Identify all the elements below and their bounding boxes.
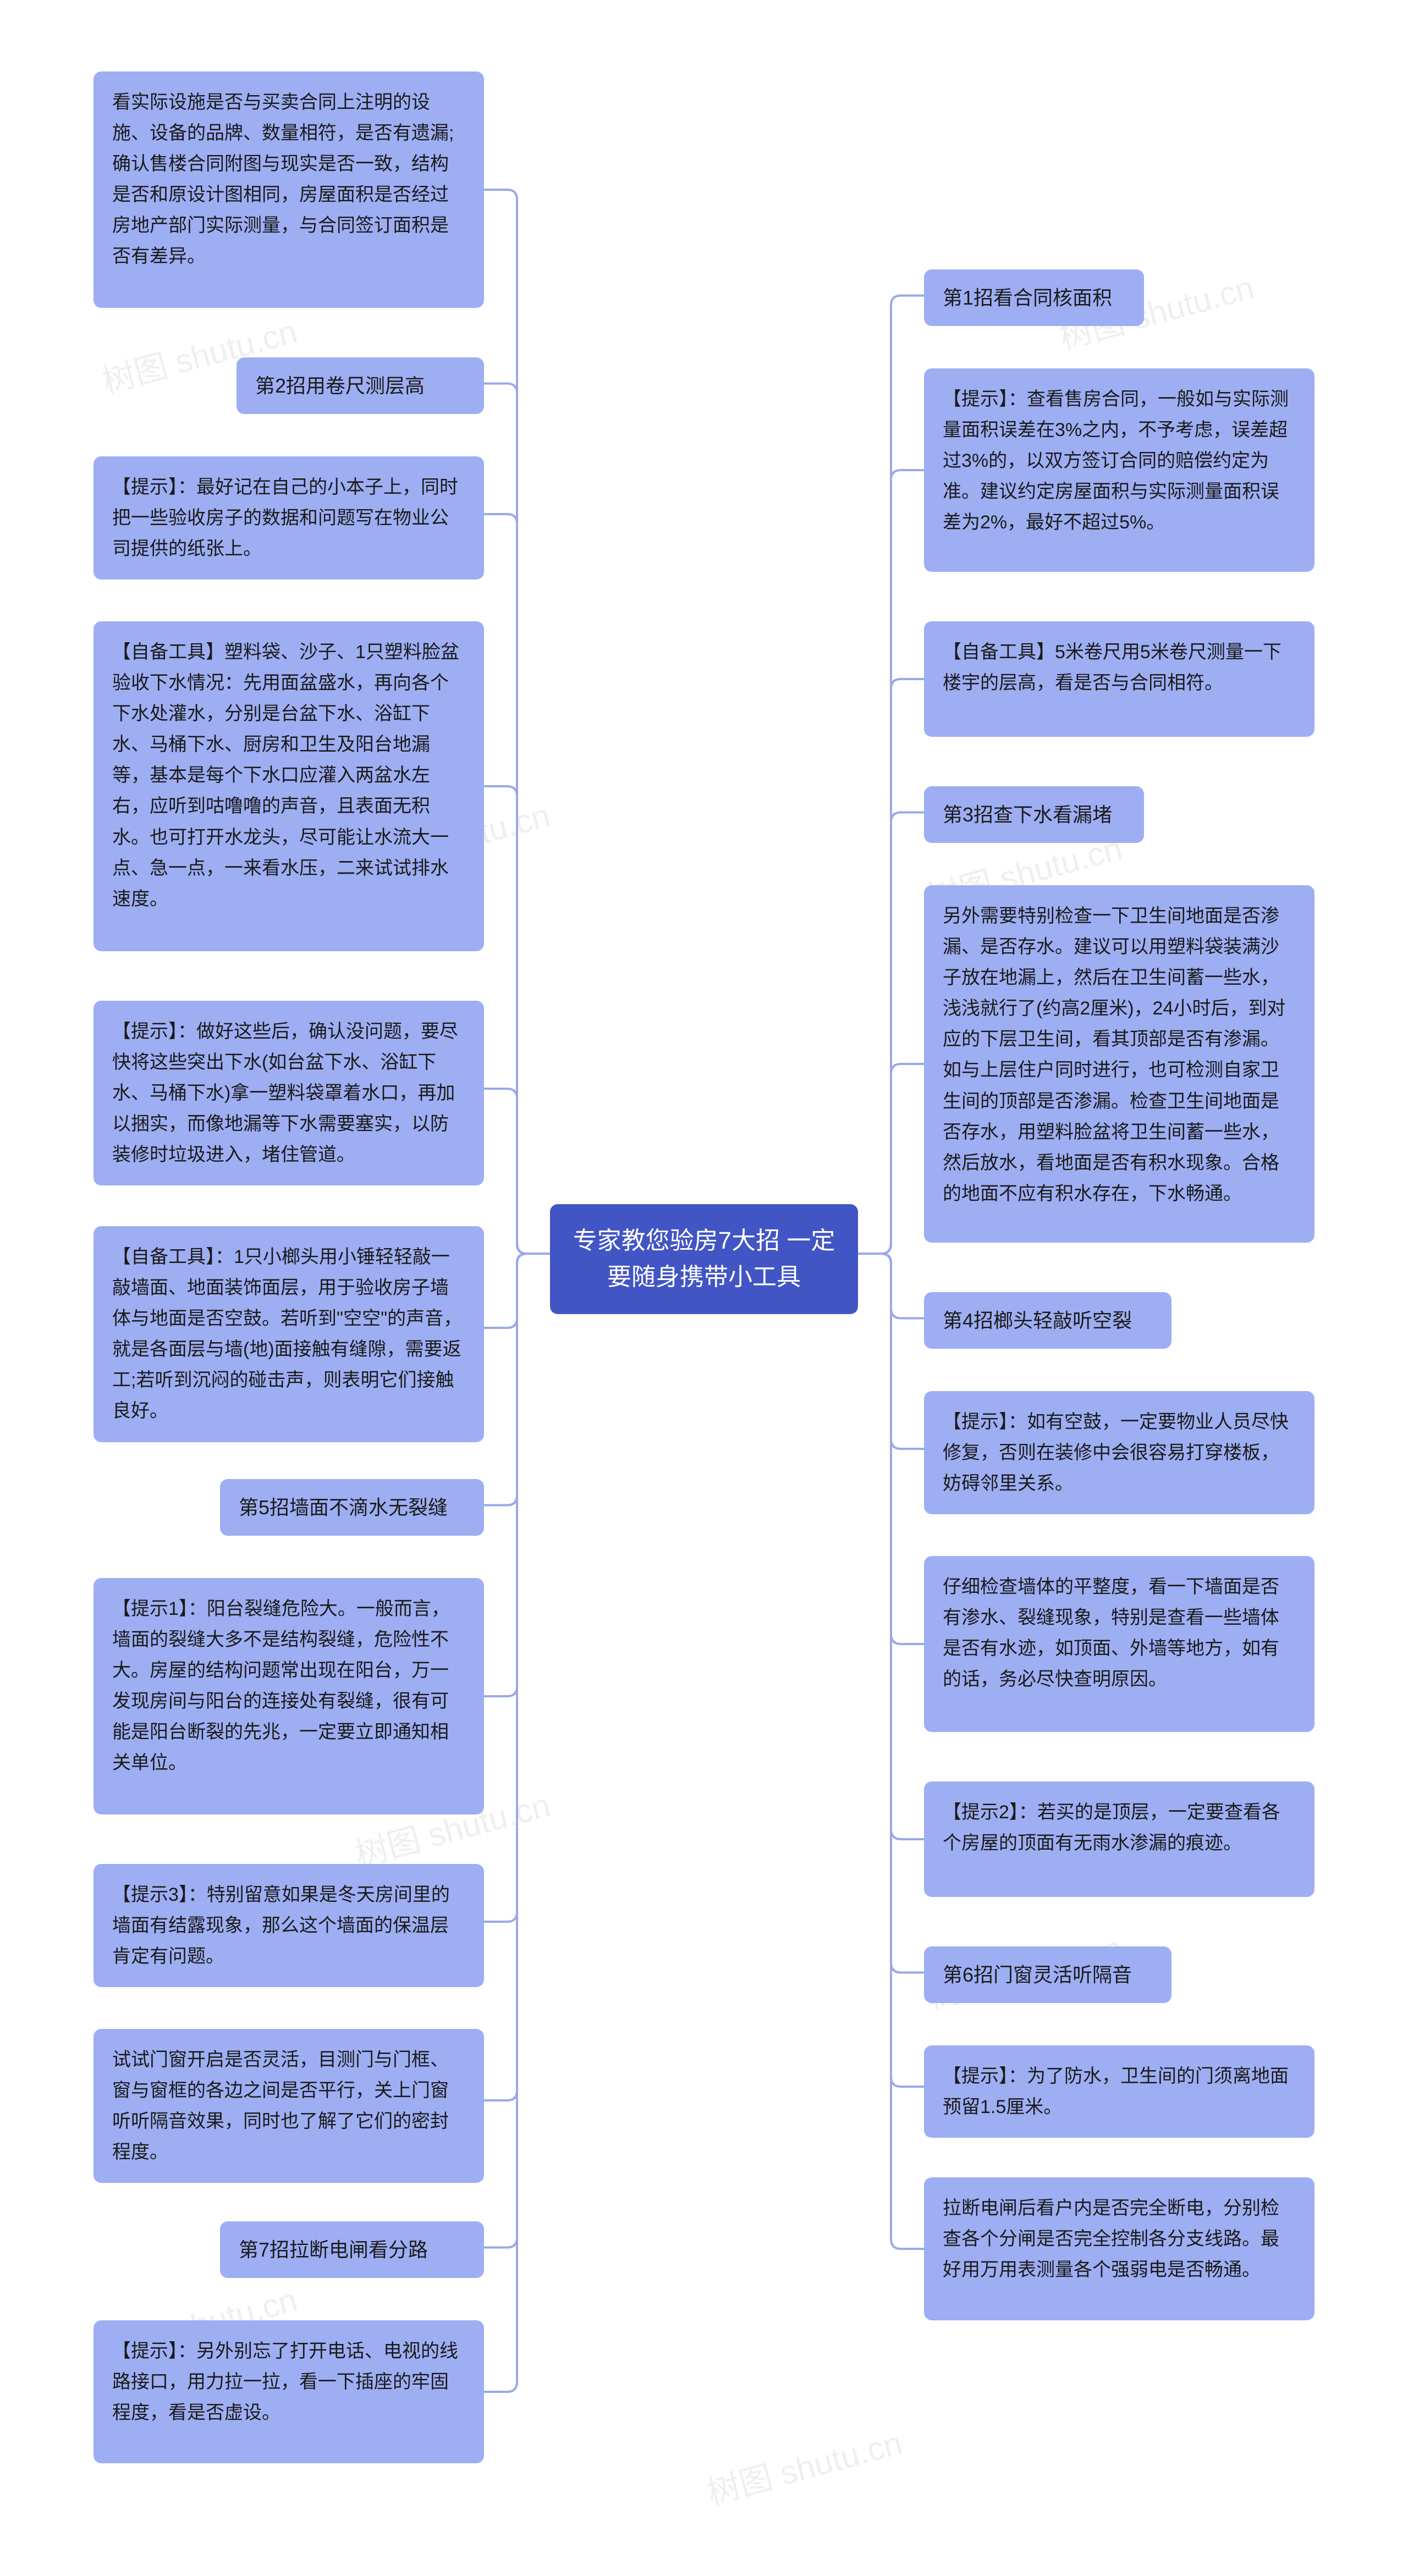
left-node-0[interactable]: 看实际设施是否与买卖合同上注明的设施、设备的品牌、数量相符，是否有遗漏;确认售楼… bbox=[94, 71, 484, 308]
right-node-8[interactable]: 【提示2】：若买的是顶层，一定要查看各个房屋的顶面有无雨水渗漏的痕迹。 bbox=[924, 1781, 1314, 1897]
left-node-11[interactable]: 【提示】：另外别忘了打开电话、电视的线路接口，用力拉一拉，看一下插座的牢固程度，… bbox=[94, 2320, 484, 2463]
right-node-5[interactable]: 第4招榔头轻敲听空裂 bbox=[924, 1292, 1172, 1349]
center-node[interactable]: 专家教您验房7大招 一定 要随身携带小工具 bbox=[550, 1204, 858, 1314]
right-node-0[interactable]: 第1招看合同核面积 bbox=[924, 269, 1144, 326]
left-node-6[interactable]: 第5招墙面不滴水无裂缝 bbox=[220, 1479, 484, 1536]
right-node-2[interactable]: 【自备工具】5米卷尺用5米卷尺测量一下楼宇的层高，看是否与合同相符。 bbox=[924, 621, 1314, 737]
right-node-9[interactable]: 第6招门窗灵活听隔音 bbox=[924, 1946, 1172, 2003]
right-node-10[interactable]: 【提示】：为了防水，卫生间的门须离地面预留1.5厘米。 bbox=[924, 2045, 1314, 2138]
right-node-7[interactable]: 仔细检查墙体的平整度，看一下墙面是否有渗水、裂缝现象，特别是查看一些墙体是否有水… bbox=[924, 1556, 1314, 1732]
right-node-11[interactable]: 拉断电闸后看户内是否完全断电，分别检查各个分闸是否完全控制各分支线路。最好用万用… bbox=[924, 2177, 1314, 2320]
left-node-10[interactable]: 第7招拉断电闸看分路 bbox=[220, 2221, 484, 2278]
left-node-2[interactable]: 【提示】：最好记在自己的小本子上，同时把一些验收房子的数据和问题写在物业公司提供… bbox=[94, 456, 484, 580]
left-node-5[interactable]: 【自备工具】：1只小榔头用小锤轻轻敲一敲墙面、地面装饰面层，用于验收房子墙体与地… bbox=[94, 1226, 484, 1442]
left-node-3[interactable]: 【自备工具】塑料袋、沙子、1只塑料脸盆验收下水情况：先用面盆盛水，再向各个下水处… bbox=[94, 621, 484, 951]
left-node-7[interactable]: 【提示1】：阳台裂缝危险大。一般而言，墙面的裂缝大多不是结构裂缝，危险性不大。房… bbox=[94, 1578, 484, 1814]
right-node-1[interactable]: 【提示】：查看售房合同，一般如与实际测量面积误差在3%之内，不予考虑，误差超过3… bbox=[924, 368, 1314, 572]
left-node-1[interactable]: 第2招用卷尺测层高 bbox=[237, 357, 484, 414]
right-node-4[interactable]: 另外需要特别检查一下卫生间地面是否渗漏、是否存水。建议可以用塑料袋装满沙子放在地… bbox=[924, 885, 1314, 1243]
right-node-3[interactable]: 第3招查下水看漏堵 bbox=[924, 786, 1144, 843]
left-node-9[interactable]: 试试门窗开启是否灵活，目测门与门框、窗与窗框的各边之间是否平行，关上门窗听听隔音… bbox=[94, 2029, 484, 2183]
left-node-8[interactable]: 【提示3】：特别留意如果是冬天房间里的墙面有结露现象，那么这个墙面的保温层肯定有… bbox=[94, 1864, 484, 1987]
mindmap-canvas: 树图 shutu.cn树图 shutu.cn树图 shutu.cn树图 shut… bbox=[0, 0, 1408, 2576]
left-node-4[interactable]: 【提示】：做好这些后，确认没问题，要尽快将这些突出下水(如台盆下水、浴缸下水、马… bbox=[94, 1001, 484, 1185]
right-node-6[interactable]: 【提示】：如有空鼓，一定要物业人员尽快修复，否则在装修中会很容易打穿楼板，妨碍邻… bbox=[924, 1391, 1314, 1514]
watermark-text: 树图 shutu.cn bbox=[701, 2416, 907, 2514]
